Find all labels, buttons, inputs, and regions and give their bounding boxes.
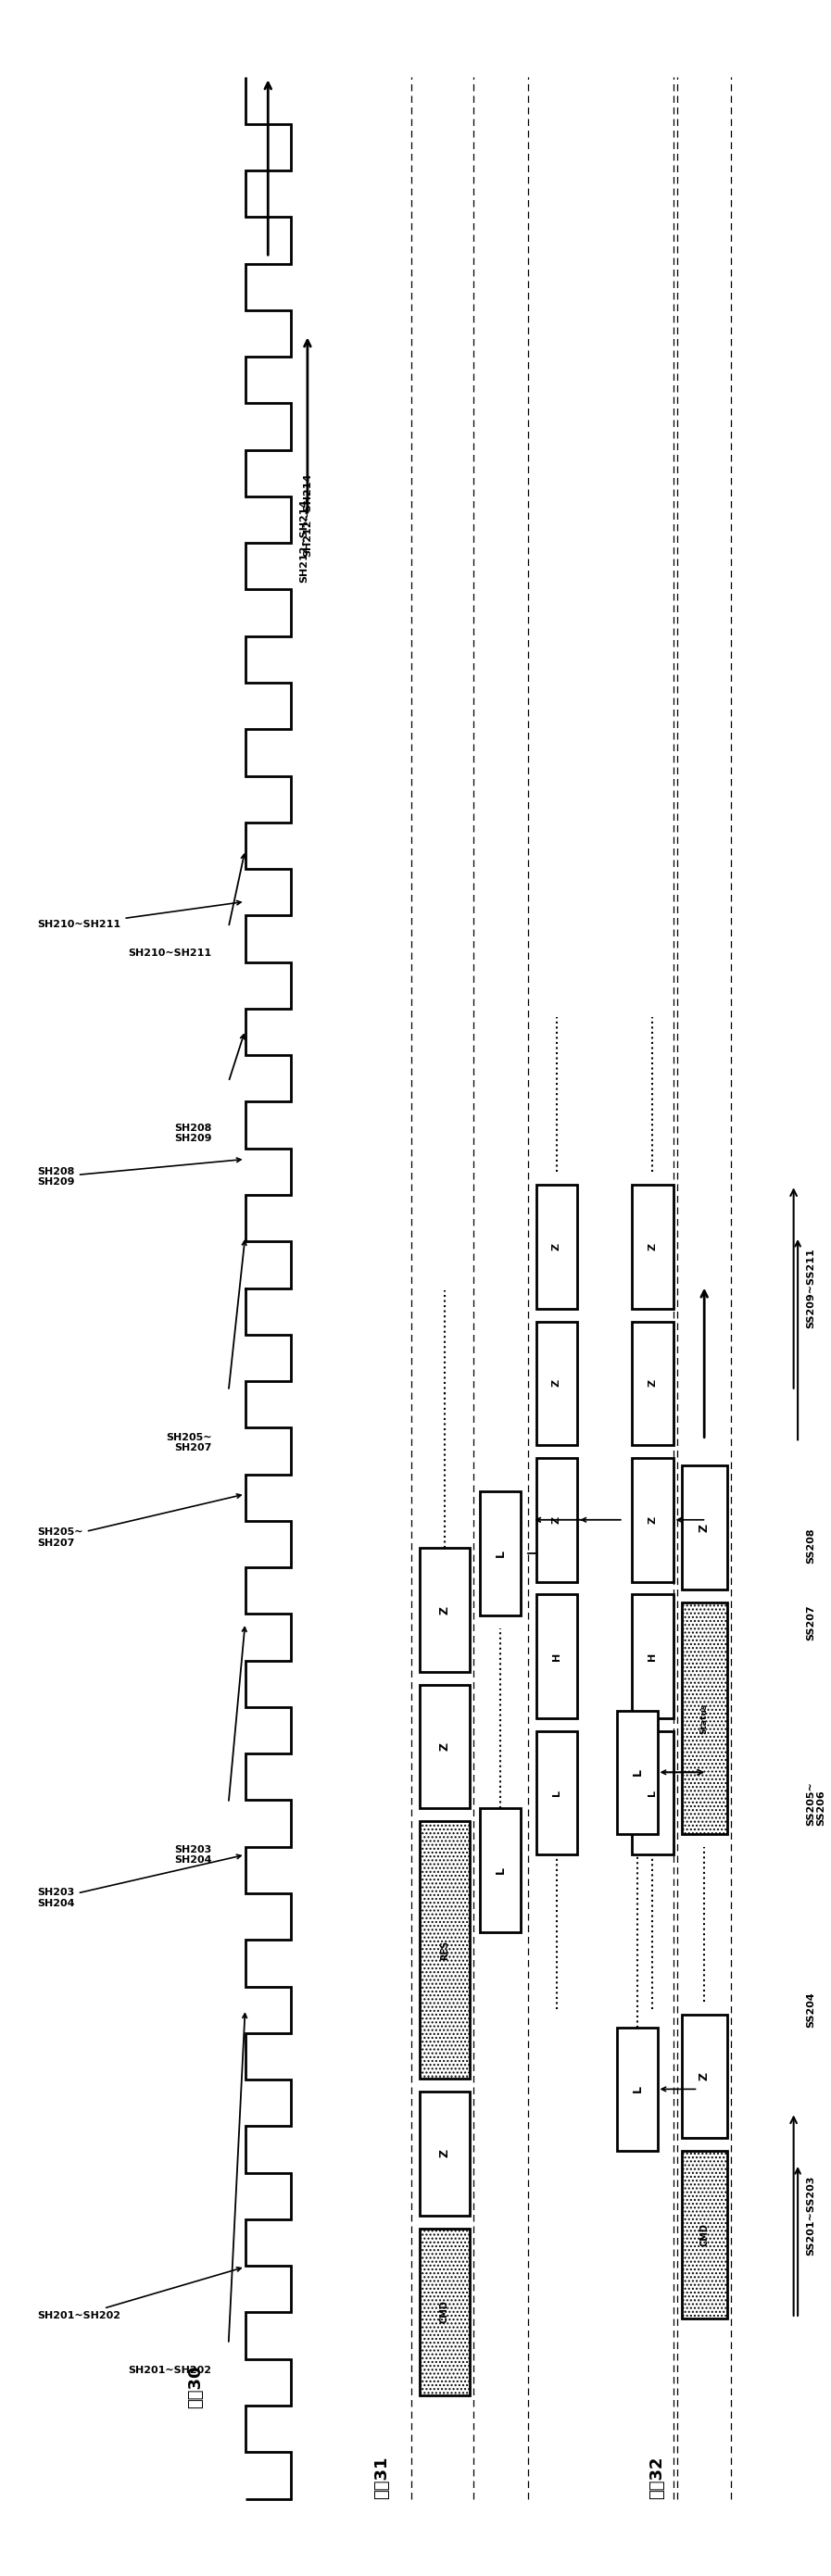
Text: L: L: [647, 1790, 657, 1795]
Text: L: L: [494, 1551, 506, 1556]
Bar: [420, 1548, 470, 1672]
Text: SH208
SH209: SH208 SH209: [37, 1159, 241, 1188]
Text: SH212~SH214: SH212~SH214: [303, 474, 312, 556]
Bar: [479, 1808, 521, 1932]
Text: 总线32: 总线32: [648, 2455, 665, 2499]
Bar: [420, 1821, 470, 2079]
Text: SH201~SH202: SH201~SH202: [129, 2365, 212, 2375]
Text: SH205~
SH207: SH205~ SH207: [166, 1432, 212, 1453]
Text: SH203
SH204: SH203 SH204: [37, 1855, 241, 1909]
Bar: [681, 2151, 727, 2318]
Bar: [681, 1602, 727, 1834]
Text: SH210~SH211: SH210~SH211: [37, 902, 241, 930]
Text: CMD: CMD: [700, 2223, 709, 2246]
Text: Status: Status: [700, 1703, 709, 1734]
Bar: [681, 1466, 727, 1589]
Bar: [536, 1321, 578, 1445]
Text: CMD: CMD: [440, 2300, 450, 2324]
Text: H: H: [647, 1651, 657, 1662]
Text: 总线30: 总线30: [187, 2365, 204, 2409]
Text: SH205~
SH207: SH205~ SH207: [37, 1494, 241, 1548]
Text: Z: Z: [698, 1522, 711, 1533]
Text: Z: Z: [647, 1381, 657, 1386]
Text: RES: RES: [440, 1940, 450, 1960]
Bar: [632, 1185, 673, 1309]
Bar: [536, 1731, 578, 1855]
Bar: [632, 1731, 673, 1855]
Bar: [536, 1185, 578, 1309]
Text: Z: Z: [552, 1517, 562, 1522]
Text: L: L: [494, 1868, 506, 1873]
Bar: [632, 1321, 673, 1445]
Bar: [536, 1595, 578, 1718]
Text: SS201~SS203: SS201~SS203: [806, 2174, 815, 2257]
Text: SS205~
SS206: SS205~ SS206: [806, 1780, 826, 1826]
Bar: [420, 2228, 470, 2396]
Text: Z: Z: [552, 1381, 562, 1386]
Text: L: L: [632, 2087, 643, 2092]
Text: SS208: SS208: [806, 1528, 815, 1564]
Text: Z: Z: [439, 1741, 450, 1752]
Bar: [420, 2092, 470, 2215]
Bar: [617, 2027, 657, 2151]
Text: SH203
SH204: SH203 SH204: [175, 1844, 212, 1865]
Text: Z: Z: [439, 1605, 450, 1615]
Bar: [617, 1710, 657, 1834]
Bar: [632, 1595, 673, 1718]
Text: SS204: SS204: [806, 1991, 815, 2027]
Bar: [420, 1685, 470, 1808]
Text: L: L: [632, 1770, 643, 1775]
Text: Z: Z: [552, 1244, 562, 1249]
Text: SH201~SH202: SH201~SH202: [37, 2267, 241, 2321]
Bar: [479, 1492, 521, 1615]
Text: Z: Z: [439, 2148, 450, 2159]
Text: SS209~SS211: SS209~SS211: [806, 1247, 815, 1329]
Text: SH208
SH209: SH208 SH209: [175, 1123, 212, 1144]
Text: H: H: [552, 1651, 562, 1662]
Text: 总线31: 总线31: [374, 2455, 391, 2499]
Bar: [632, 1458, 673, 1582]
Text: SS207: SS207: [806, 1605, 815, 1641]
Bar: [536, 1458, 578, 1582]
Text: Z: Z: [698, 2071, 711, 2081]
Text: Z: Z: [647, 1517, 657, 1522]
Bar: [681, 2014, 727, 2138]
Text: L: L: [552, 1790, 562, 1795]
Text: SH210~SH211: SH210~SH211: [129, 948, 212, 958]
Text: SH212~SH214: SH212~SH214: [299, 500, 308, 582]
Text: Z: Z: [647, 1244, 657, 1249]
